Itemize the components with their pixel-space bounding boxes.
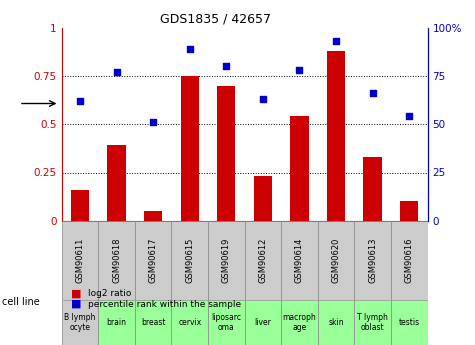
Bar: [98, 221, 135, 300]
Text: skin: skin: [328, 318, 344, 327]
Text: ■: ■: [71, 299, 82, 309]
Point: [405, 114, 413, 119]
Title: GDS1835 / 42657: GDS1835 / 42657: [160, 12, 271, 25]
Point: [76, 98, 84, 104]
Point: [332, 38, 340, 44]
Text: GSM90615: GSM90615: [185, 238, 194, 283]
Text: GSM90620: GSM90620: [332, 238, 341, 283]
Text: GSM90617: GSM90617: [149, 238, 158, 283]
Bar: [135, 221, 171, 300]
Text: liver: liver: [255, 318, 271, 327]
Bar: [208, 300, 245, 345]
Text: percentile rank within the sample: percentile rank within the sample: [88, 300, 241, 309]
Bar: [400, 201, 418, 221]
Bar: [327, 51, 345, 221]
Bar: [62, 221, 98, 300]
Bar: [245, 221, 281, 300]
Bar: [144, 211, 162, 221]
Point: [259, 96, 267, 102]
Bar: [171, 221, 208, 300]
Text: T lymph
oblast: T lymph oblast: [357, 313, 388, 332]
Point: [295, 67, 304, 73]
Bar: [290, 117, 309, 221]
Point: [149, 119, 157, 125]
Text: ■: ■: [71, 288, 82, 298]
Text: testis: testis: [399, 318, 420, 327]
Bar: [281, 300, 318, 345]
Point: [113, 69, 121, 75]
Text: liposarc
oma: liposarc oma: [211, 313, 241, 332]
Bar: [71, 190, 89, 221]
Point: [222, 63, 230, 69]
Text: cell line: cell line: [2, 297, 40, 307]
Bar: [171, 300, 208, 345]
Bar: [217, 86, 236, 221]
Bar: [98, 300, 135, 345]
Text: GSM90619: GSM90619: [222, 238, 231, 283]
Bar: [245, 300, 281, 345]
Bar: [391, 221, 428, 300]
Bar: [318, 221, 354, 300]
Text: GSM90612: GSM90612: [258, 238, 267, 283]
Text: GSM90618: GSM90618: [112, 238, 121, 283]
Text: log2 ratio: log2 ratio: [88, 289, 131, 298]
Point: [186, 46, 194, 52]
Point: [369, 90, 377, 96]
Bar: [254, 176, 272, 221]
Text: GSM90614: GSM90614: [295, 238, 304, 283]
Bar: [363, 157, 382, 221]
Text: B lymph
ocyte: B lymph ocyte: [64, 313, 96, 332]
Text: breast: breast: [141, 318, 165, 327]
Bar: [180, 76, 199, 221]
Bar: [208, 221, 245, 300]
Bar: [391, 300, 428, 345]
Text: cervix: cervix: [178, 318, 201, 327]
Bar: [318, 300, 354, 345]
Text: GSM90611: GSM90611: [76, 238, 85, 283]
Bar: [281, 221, 318, 300]
Text: GSM90613: GSM90613: [368, 238, 377, 283]
Text: macroph
age: macroph age: [283, 313, 316, 332]
Bar: [62, 300, 98, 345]
Bar: [354, 221, 391, 300]
Text: brain: brain: [106, 318, 127, 327]
Text: GSM90616: GSM90616: [405, 238, 414, 283]
Bar: [135, 300, 171, 345]
Bar: [107, 146, 126, 221]
Bar: [354, 300, 391, 345]
